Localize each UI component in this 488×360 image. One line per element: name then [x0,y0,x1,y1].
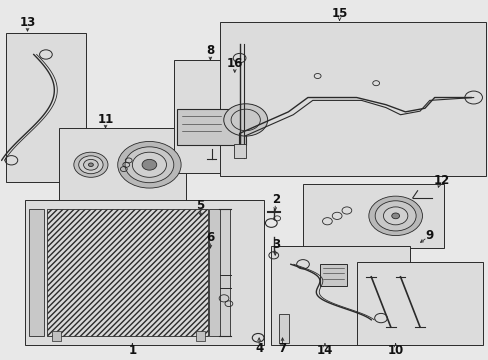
Circle shape [391,213,399,219]
Circle shape [132,152,166,177]
Text: 12: 12 [433,174,449,186]
Text: 14: 14 [316,344,332,357]
Text: 7: 7 [278,342,286,355]
Circle shape [368,196,422,235]
Bar [5,33,86,182]
Text: 2: 2 [272,193,280,206]
Bar [195,330,204,341]
Bar [173,60,259,173]
Circle shape [142,159,157,170]
Text: 3: 3 [272,238,280,251]
Text: 10: 10 [387,344,403,357]
Circle shape [125,147,173,183]
Text: 15: 15 [331,7,347,20]
Text: 11: 11 [97,113,113,126]
Circle shape [88,163,93,167]
Text: 9: 9 [425,229,433,242]
Circle shape [383,207,407,225]
Bar [303,184,444,248]
Bar [233,144,245,158]
Bar [29,209,43,336]
Text: 16: 16 [226,57,243,70]
Circle shape [374,201,415,231]
Bar [177,109,245,145]
Text: 1: 1 [128,344,136,357]
Bar [356,262,483,345]
Bar [52,330,61,341]
Circle shape [79,156,103,174]
Bar [278,315,289,343]
Circle shape [118,141,181,188]
Text: 4: 4 [254,342,263,355]
Text: 13: 13 [20,16,36,29]
Bar [320,264,346,286]
Circle shape [224,104,267,136]
Text: 8: 8 [206,44,214,57]
Bar [271,246,409,345]
Text: 5: 5 [196,199,204,212]
Bar [220,209,229,336]
Bar [47,209,207,336]
Circle shape [74,152,108,177]
Text: 6: 6 [206,231,214,244]
Bar [25,200,264,345]
Circle shape [83,159,98,170]
Bar [59,128,185,202]
Bar [208,209,221,336]
Bar [220,22,485,176]
